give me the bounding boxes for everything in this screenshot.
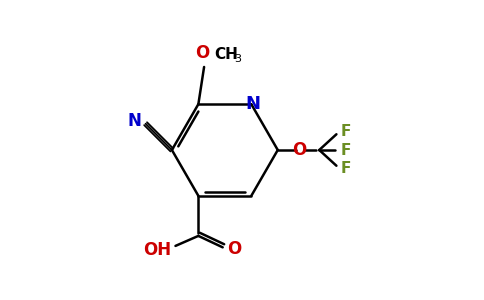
Text: N: N [127, 112, 141, 130]
Text: F: F [341, 161, 351, 176]
Text: OH: OH [143, 241, 171, 259]
Text: CH: CH [214, 46, 238, 62]
Text: 3: 3 [234, 54, 241, 64]
Text: O: O [292, 141, 306, 159]
Text: O: O [227, 240, 241, 258]
Text: F: F [341, 142, 351, 158]
Text: N: N [245, 95, 260, 113]
Text: O: O [196, 44, 210, 62]
Text: F: F [341, 124, 351, 139]
